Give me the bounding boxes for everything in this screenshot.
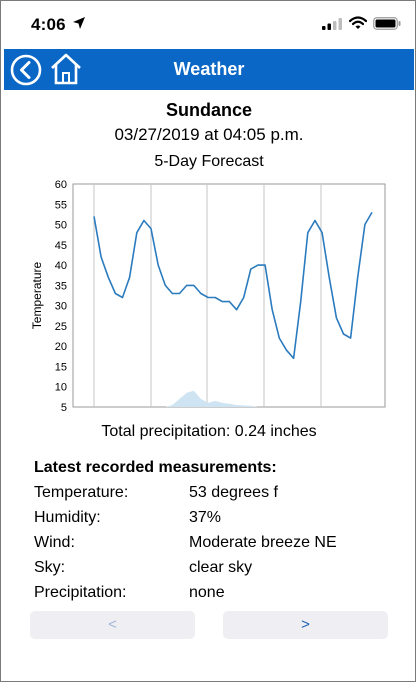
measurement-value: none <box>189 584 225 601</box>
y-axis-label: Temperature <box>30 261 44 329</box>
page-title: Weather <box>173 59 245 79</box>
y-tick-label: 15 <box>55 361 67 373</box>
chart-title: 5-Day Forecast <box>154 153 264 170</box>
y-tick-label: 10 <box>55 382 67 394</box>
next-button[interactable]: > <box>223 611 388 639</box>
navigation-bar: Weather <box>4 49 414 90</box>
measurement-label: Sky: <box>34 559 66 576</box>
measurement-row-sky: Sky: clear sky <box>34 559 394 584</box>
measurement-row-wind: Wind: Moderate breeze NE <box>34 534 394 559</box>
measurement-row-humidity: Humidity: 37% <box>34 509 394 534</box>
battery-icon <box>373 17 401 30</box>
measurement-value: Moderate breeze NE <box>189 534 337 551</box>
status-bar: 4:06 <box>1 1 416 47</box>
measurement-value: 37% <box>189 509 222 526</box>
forecast-chart: 5 10 15 20 25 30 35 40 45 50 55 60 Temperature <box>30 179 386 413</box>
y-tick-label: 25 <box>55 321 67 333</box>
measurements-list: Temperature: 53 degrees f Humidity: 37% … <box>34 484 394 609</box>
measurements-heading: Latest recorded measurements: <box>34 459 277 476</box>
measurement-value: clear sky <box>189 559 253 576</box>
y-tick-label: 50 <box>55 220 67 232</box>
measurement-label: Wind: <box>34 534 75 551</box>
y-tick-label: 5 <box>61 402 67 413</box>
status-time: 4:06 <box>31 15 66 34</box>
wifi-icon <box>349 16 367 29</box>
y-tick-label: 45 <box>55 240 67 252</box>
temperature-line <box>93 211 373 360</box>
measurement-value: 53 degrees f <box>189 484 278 501</box>
location-datetime: 03/27/2019 at 04:05 p.m. <box>114 125 304 144</box>
y-tick-label: 55 <box>55 199 67 211</box>
measurement-row-temperature: Temperature: 53 degrees f <box>34 484 394 509</box>
y-tick-label: 60 <box>55 179 67 191</box>
measurement-row-precipitation: Precipitation: none <box>34 584 394 609</box>
back-circle-icon[interactable] <box>10 54 42 86</box>
measurement-label: Temperature: <box>34 484 129 501</box>
y-tick-label: 20 <box>55 341 67 353</box>
y-tick-label: 40 <box>55 260 67 272</box>
previous-button[interactable]: < <box>30 611 195 639</box>
location-arrow-icon <box>73 17 85 29</box>
location-name: Sundance <box>165 100 253 120</box>
total-precipitation: Total precipitation: 0.24 inches <box>101 423 317 440</box>
measurement-label: Humidity: <box>34 509 101 526</box>
y-tick-label: 35 <box>55 280 67 292</box>
y-tick-label: 30 <box>55 301 67 313</box>
home-icon[interactable] <box>49 52 83 86</box>
cellular-signal-icon <box>322 18 342 30</box>
measurement-label: Precipitation: <box>34 584 127 601</box>
